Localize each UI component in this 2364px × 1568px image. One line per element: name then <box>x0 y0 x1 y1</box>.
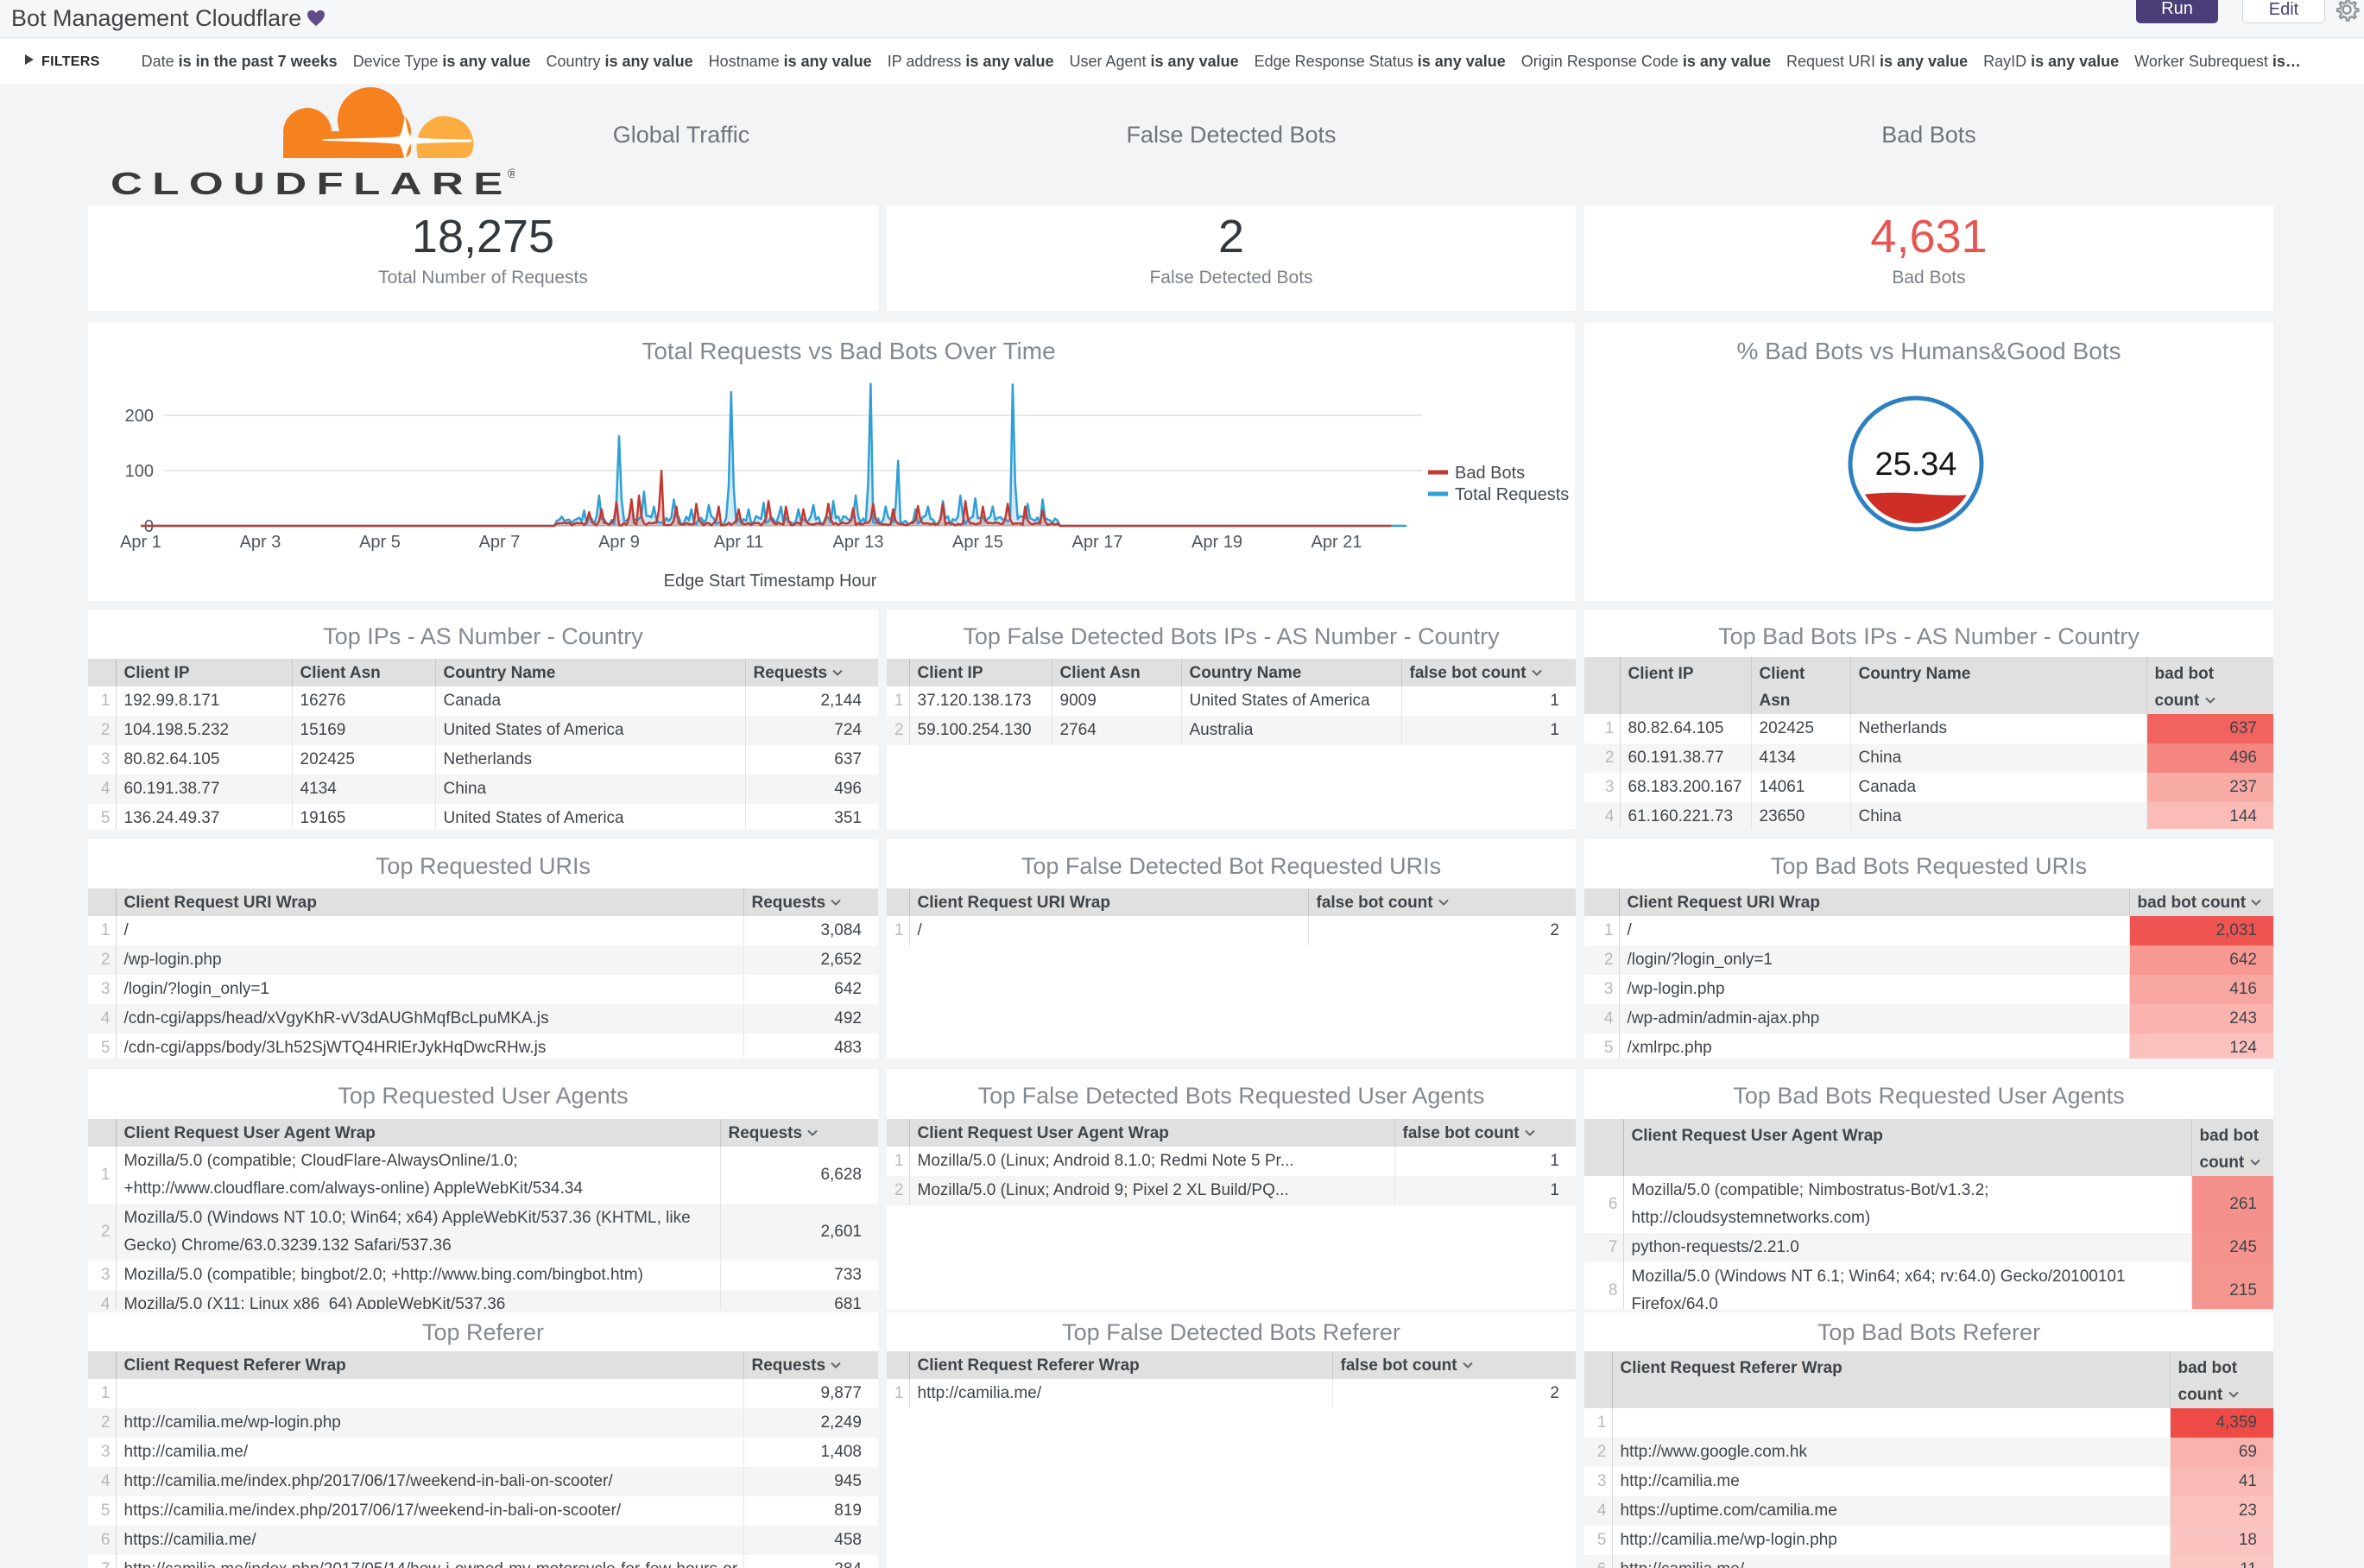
svg-text:Edge Start Timestamp Hour: Edge Start Timestamp Hour <box>664 572 877 591</box>
svg-text:Apr 21: Apr 21 <box>1312 533 1362 552</box>
svg-text:% Bad Bots vs Humans&Good Bots: % Bad Bots vs Humans&Good Bots <box>1736 338 2121 364</box>
svg-text:Total Requests: Total Requests <box>1455 485 1569 504</box>
svg-text:Apr 3: Apr 3 <box>240 533 281 552</box>
svg-text:Apr 19: Apr 19 <box>1191 533 1242 552</box>
svg-text:Apr 13: Apr 13 <box>833 533 884 552</box>
svg-text:CLOUDFLARE: CLOUDFLARE <box>111 167 513 201</box>
svg-text:Apr 11: Apr 11 <box>714 533 763 552</box>
svg-text:Bad Bots: Bad Bots <box>1455 464 1525 483</box>
svg-text:Apr 7: Apr 7 <box>479 533 521 552</box>
svg-text:200: 200 <box>125 407 154 426</box>
svg-text:25.34: 25.34 <box>1874 446 1956 483</box>
svg-text:Total Requests vs Bad Bots Ove: Total Requests vs Bad Bots Over Time <box>642 338 1055 364</box>
svg-text:Apr 1: Apr 1 <box>120 533 161 552</box>
svg-text:Apr 5: Apr 5 <box>359 533 401 552</box>
svg-text:®: ® <box>508 167 515 181</box>
svg-text:100: 100 <box>125 462 154 481</box>
svg-text:Apr 9: Apr 9 <box>598 533 640 552</box>
svg-text:Apr 15: Apr 15 <box>952 533 1003 552</box>
svg-text:Apr 17: Apr 17 <box>1072 533 1123 552</box>
